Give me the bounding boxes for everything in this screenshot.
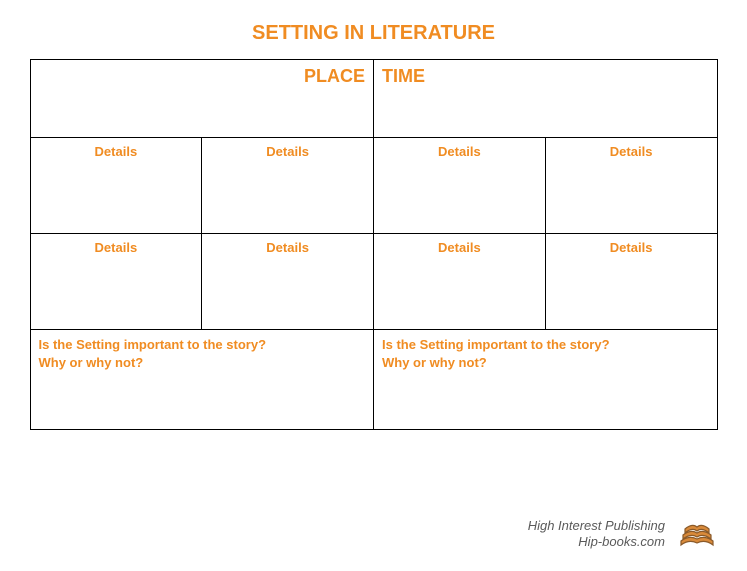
page-title: SETTING IN LITERATURE [0, 0, 747, 59]
footer-publisher: High Interest Publishing [528, 518, 665, 533]
book-pages-icon [677, 515, 719, 553]
detail-cell: Details [545, 234, 717, 330]
detail-cell: Details [545, 138, 717, 234]
prompt-left-line1: Is the Setting important to the story? [39, 337, 267, 352]
prompt-right-line2: Why or why not? [382, 355, 487, 370]
detail-cell: Details [374, 234, 546, 330]
prompt-left-line2: Why or why not? [39, 355, 144, 370]
detail-cell: Details [30, 234, 202, 330]
detail-cell: Details [374, 138, 546, 234]
header-time: TIME [374, 60, 718, 138]
detail-cell: Details [202, 138, 374, 234]
prompt-row: Is the Setting important to the story? W… [30, 330, 717, 430]
detail-cell: Details [30, 138, 202, 234]
details-row-1: Details Details Details Details [30, 138, 717, 234]
header-place: PLACE [30, 60, 374, 138]
details-row-2: Details Details Details Details [30, 234, 717, 330]
worksheet-table: PLACE TIME Details Details Details Detai… [30, 59, 718, 430]
footer-text: High Interest Publishing Hip-books.com [528, 518, 665, 551]
prompt-right: Is the Setting important to the story? W… [374, 330, 718, 430]
detail-cell: Details [202, 234, 374, 330]
prompt-left: Is the Setting important to the story? W… [30, 330, 374, 430]
prompt-right-line1: Is the Setting important to the story? [382, 337, 610, 352]
footer: High Interest Publishing Hip-books.com [528, 515, 719, 553]
header-row: PLACE TIME [30, 60, 717, 138]
footer-website: Hip-books.com [578, 534, 665, 549]
